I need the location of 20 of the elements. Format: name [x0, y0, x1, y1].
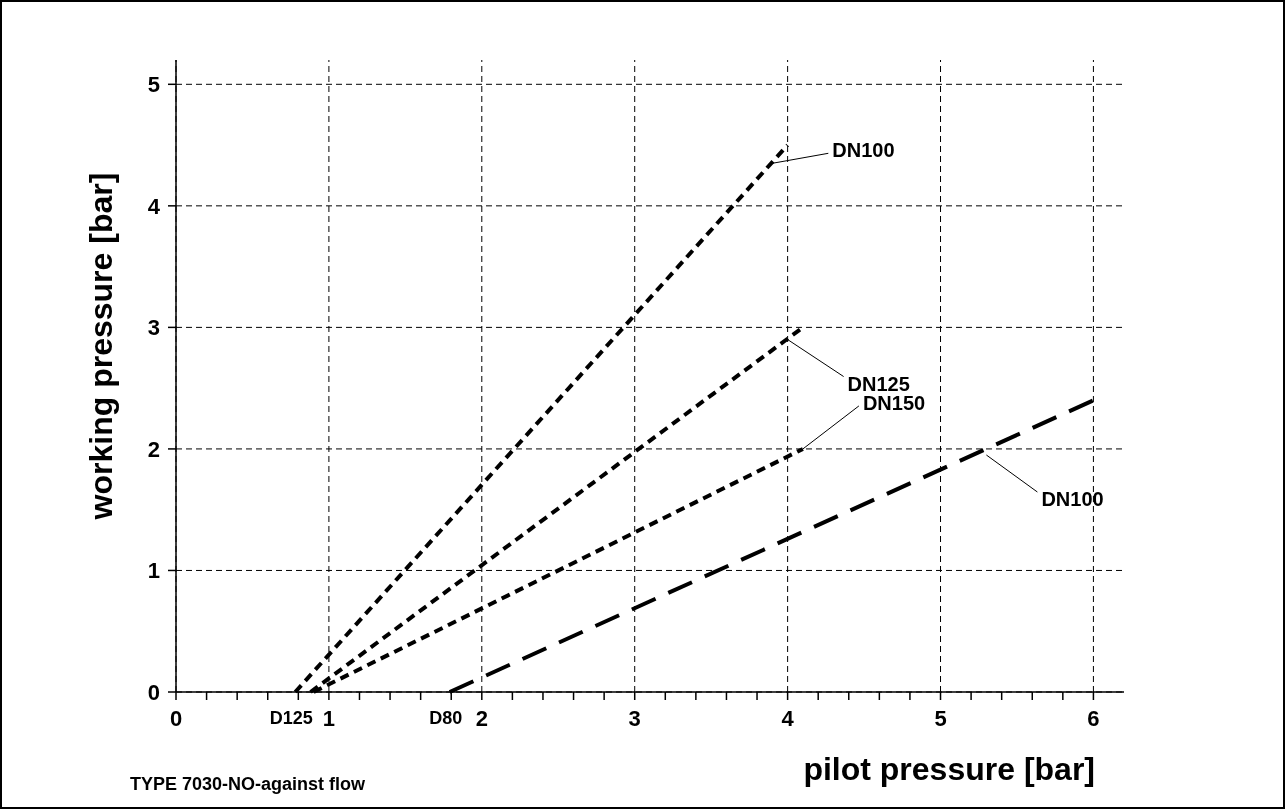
- y-tick-label: 2: [147, 436, 160, 462]
- y-tick-label: 5: [147, 72, 160, 98]
- annotation: D80: [429, 708, 463, 728]
- x-axis-title: pilot pressure [bar]: [803, 751, 1095, 787]
- annotation: DN100: [1041, 488, 1104, 510]
- y-tick-label: 1: [147, 558, 160, 584]
- y-tick-label: 3: [147, 315, 160, 341]
- text: TYPE 7030-NO-against flow: [130, 774, 367, 794]
- x-tick-label: 3: [628, 706, 641, 731]
- x-tick-label: 4: [781, 706, 795, 731]
- x-tick-label: 6: [1087, 706, 1100, 731]
- annotation: DN100: [832, 139, 895, 162]
- y-tick-label: 0: [147, 680, 160, 705]
- annotation: D125: [269, 708, 313, 728]
- y-axis-title: working pressure [bar]: [83, 172, 119, 521]
- x-tick-label: 1: [322, 706, 336, 731]
- x-tick-label: 0: [169, 706, 183, 731]
- x-tick-label: 2: [475, 706, 488, 731]
- y-tick-label: 4: [147, 193, 161, 219]
- x-tick-label: 5: [934, 706, 947, 731]
